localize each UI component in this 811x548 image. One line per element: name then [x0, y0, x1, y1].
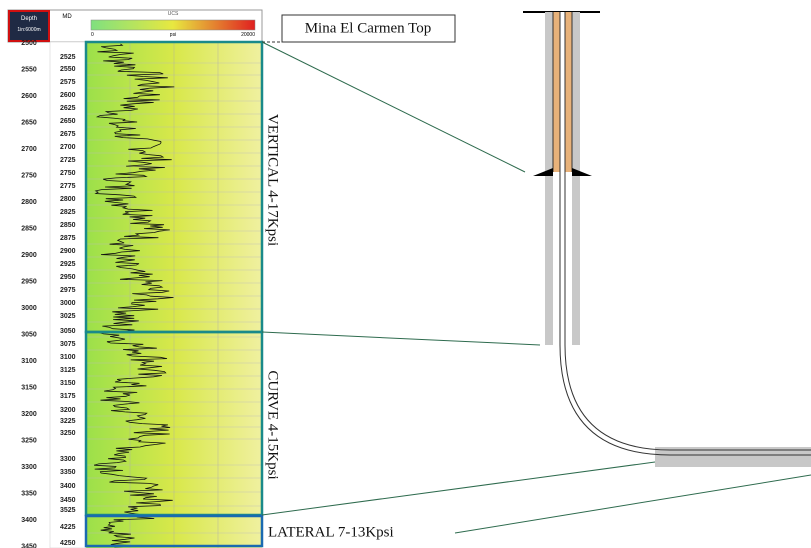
- depth-label: 3450: [21, 543, 37, 548]
- depth-label: 3100: [21, 358, 37, 365]
- depth-label: 3000: [21, 305, 37, 312]
- md-label: 2875: [60, 235, 76, 242]
- md-label: 2925: [60, 261, 76, 268]
- depth-label: 3400: [21, 517, 37, 524]
- md-label: 3300: [60, 456, 76, 463]
- track-title: UCS: [168, 11, 179, 17]
- vertical-label: VERTICAL 4-17Kpsi: [265, 114, 281, 246]
- wellbore: [523, 12, 811, 467]
- md-label: 2550: [60, 66, 76, 73]
- track-max: 20000: [241, 32, 255, 38]
- md-label: 2775: [60, 183, 76, 190]
- depth-label: 2750: [21, 172, 37, 179]
- depth-label: 2800: [21, 199, 37, 206]
- depth-label: 3300: [21, 464, 37, 471]
- depth-scale: 1in:6000m: [17, 27, 40, 33]
- depth-label: 3250: [21, 437, 37, 444]
- well-log-diagram: Depth 1in:6000m MD UCS 0 psi 20000 2500 2…: [0, 0, 811, 548]
- md-label: 3400: [60, 483, 76, 490]
- md-label: 2525: [60, 54, 76, 61]
- md-label: 3150: [60, 380, 76, 387]
- lateral-label: LATERAL 7-13Kpsi: [268, 524, 394, 540]
- md-label: 3175: [60, 393, 76, 400]
- depth-label: 2950: [21, 278, 37, 285]
- md-label: 2800: [60, 196, 76, 203]
- track-unit: psi: [170, 32, 176, 38]
- depth-label: 3200: [21, 411, 37, 418]
- track-min: 0: [91, 32, 94, 38]
- md-label: 4225: [60, 524, 76, 531]
- md-label: 3050: [60, 328, 76, 335]
- md-label: 2850: [60, 222, 76, 229]
- md-label: 2675: [60, 131, 76, 138]
- depth-label: 2900: [21, 252, 37, 259]
- depth-label: 2600: [21, 93, 37, 100]
- md-label: 2650: [60, 118, 76, 125]
- md-label: 3075: [60, 341, 76, 348]
- md-label: 3025: [60, 313, 76, 320]
- depth-label: 2550: [21, 66, 37, 73]
- md-label: 3450: [60, 497, 76, 504]
- md-title: MD: [62, 14, 72, 20]
- curve-label: CURVE 4-15Kpsi: [265, 370, 281, 479]
- md-label: 3525: [60, 507, 76, 514]
- md-label: 2700: [60, 144, 76, 151]
- depth-label: 3350: [21, 490, 37, 497]
- color-bar: [91, 20, 255, 30]
- md-label: 3225: [60, 418, 76, 425]
- md-label: 2625: [60, 105, 76, 112]
- md-label: 2575: [60, 79, 76, 86]
- depth-title: Depth: [21, 16, 37, 22]
- md-label: 3000: [60, 300, 76, 307]
- md-label: 2900: [60, 248, 76, 255]
- depth-label: 3150: [21, 384, 37, 391]
- depth-label: 2650: [21, 119, 37, 126]
- md-label: 3200: [60, 407, 76, 414]
- md-label: 2950: [60, 274, 76, 281]
- md-label: 2725: [60, 157, 76, 164]
- md-label: 3100: [60, 354, 76, 361]
- md-label: 2750: [60, 170, 76, 177]
- md-label: 3350: [60, 469, 76, 476]
- depth-label: 3050: [21, 331, 37, 338]
- md-label: 2825: [60, 209, 76, 216]
- md-label: 2975: [60, 287, 76, 294]
- md-label: 2600: [60, 92, 76, 99]
- md-label: 4250: [60, 540, 76, 547]
- md-label: 3125: [60, 367, 76, 374]
- depth-label: 2850: [21, 225, 37, 232]
- depth-label: 2500: [21, 40, 37, 47]
- md-label: 3250: [60, 430, 76, 437]
- top-label: Mina El Carmen Top: [305, 20, 432, 36]
- depth-label: 2700: [21, 146, 37, 153]
